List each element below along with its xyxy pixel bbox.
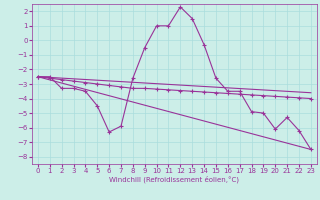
X-axis label: Windchill (Refroidissement éolien,°C): Windchill (Refroidissement éolien,°C) [109,176,239,183]
